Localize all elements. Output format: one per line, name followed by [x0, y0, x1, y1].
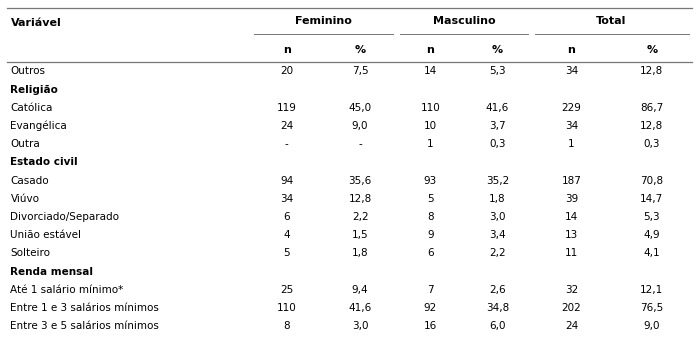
- Text: Entre 1 e 3 salários mínimos: Entre 1 e 3 salários mínimos: [10, 303, 159, 313]
- Text: 5: 5: [284, 248, 290, 258]
- Text: Solteiro: Solteiro: [10, 248, 50, 258]
- Text: 93: 93: [424, 176, 437, 186]
- Text: 7,5: 7,5: [352, 66, 368, 76]
- Text: 34: 34: [565, 121, 578, 131]
- Text: Divorciado/Separado: Divorciado/Separado: [10, 212, 120, 222]
- Text: 9,0: 9,0: [644, 321, 660, 331]
- Text: Renda mensal: Renda mensal: [10, 267, 94, 277]
- Text: 3,4: 3,4: [489, 230, 506, 240]
- Text: 2,2: 2,2: [352, 212, 368, 222]
- Text: 110: 110: [421, 103, 440, 113]
- Text: 5,3: 5,3: [644, 212, 661, 222]
- Text: 9: 9: [427, 230, 433, 240]
- Text: Total: Total: [596, 16, 627, 26]
- Text: n: n: [568, 45, 575, 55]
- Text: 229: 229: [561, 103, 582, 113]
- Text: 34,8: 34,8: [486, 303, 509, 313]
- Text: 11: 11: [565, 248, 578, 258]
- Text: Católica: Católica: [10, 103, 53, 113]
- Text: 92: 92: [424, 303, 437, 313]
- Text: 14: 14: [424, 66, 437, 76]
- Text: 3,7: 3,7: [489, 121, 506, 131]
- Text: 6: 6: [284, 212, 290, 222]
- Text: 70,8: 70,8: [640, 176, 663, 186]
- Text: %: %: [492, 45, 503, 55]
- Text: 35,2: 35,2: [486, 176, 509, 186]
- Text: 3,0: 3,0: [489, 212, 505, 222]
- Text: 1: 1: [427, 139, 433, 149]
- Text: 4,9: 4,9: [644, 230, 661, 240]
- Text: 34: 34: [565, 66, 578, 76]
- Text: Outra: Outra: [10, 139, 41, 149]
- Text: 25: 25: [280, 285, 294, 295]
- Text: Casado: Casado: [10, 176, 49, 186]
- Text: 7: 7: [427, 285, 433, 295]
- Text: 3,0: 3,0: [352, 321, 368, 331]
- Text: 41,6: 41,6: [349, 303, 372, 313]
- Text: 1,8: 1,8: [489, 194, 506, 204]
- Text: 10: 10: [424, 121, 437, 131]
- Text: 16: 16: [424, 321, 437, 331]
- Text: 34: 34: [280, 194, 294, 204]
- Text: 8: 8: [284, 321, 290, 331]
- Text: 0,3: 0,3: [489, 139, 505, 149]
- Text: 1: 1: [568, 139, 575, 149]
- Text: União estável: União estável: [10, 230, 82, 240]
- Text: 0,3: 0,3: [644, 139, 660, 149]
- Text: 5,3: 5,3: [489, 66, 506, 76]
- Text: 187: 187: [561, 176, 582, 186]
- Text: -: -: [359, 139, 362, 149]
- Text: n: n: [426, 45, 434, 55]
- Text: 41,6: 41,6: [486, 103, 509, 113]
- Text: 6: 6: [427, 248, 433, 258]
- Text: 76,5: 76,5: [640, 303, 663, 313]
- Text: 8: 8: [427, 212, 433, 222]
- Text: 20: 20: [280, 66, 294, 76]
- Text: 35,6: 35,6: [349, 176, 372, 186]
- Text: 13: 13: [565, 230, 578, 240]
- Text: Até 1 salário mínimo*: Até 1 salário mínimo*: [10, 285, 124, 295]
- Text: 12,1: 12,1: [640, 285, 663, 295]
- Text: Outros: Outros: [10, 66, 45, 76]
- Text: 12,8: 12,8: [640, 66, 663, 76]
- Text: %: %: [354, 45, 366, 55]
- Text: n: n: [283, 45, 291, 55]
- Text: 6,0: 6,0: [489, 321, 505, 331]
- Text: 119: 119: [277, 103, 297, 113]
- Text: 12,8: 12,8: [349, 194, 372, 204]
- Text: 4,1: 4,1: [644, 248, 661, 258]
- Text: 110: 110: [277, 303, 296, 313]
- Text: Evangélica: Evangélica: [10, 121, 67, 131]
- Text: 9,0: 9,0: [352, 121, 368, 131]
- Text: Variável: Variável: [10, 18, 62, 28]
- Text: Entre 3 e 5 salários mínimos: Entre 3 e 5 salários mínimos: [10, 321, 159, 331]
- Text: 32: 32: [565, 285, 578, 295]
- Text: 39: 39: [565, 194, 578, 204]
- Text: 14,7: 14,7: [640, 194, 663, 204]
- Text: Masculino: Masculino: [433, 16, 495, 26]
- Text: Estado civil: Estado civil: [10, 157, 78, 167]
- Text: 86,7: 86,7: [640, 103, 663, 113]
- Text: 1,8: 1,8: [352, 248, 368, 258]
- Text: Viúvo: Viúvo: [10, 194, 39, 204]
- Text: 202: 202: [561, 303, 582, 313]
- Text: -: -: [285, 139, 289, 149]
- Text: 12,8: 12,8: [640, 121, 663, 131]
- Text: Religião: Religião: [10, 85, 58, 95]
- Text: %: %: [647, 45, 658, 55]
- Text: 5: 5: [427, 194, 433, 204]
- Text: 2,6: 2,6: [489, 285, 506, 295]
- Text: 4: 4: [284, 230, 290, 240]
- Text: 9,4: 9,4: [352, 285, 368, 295]
- Text: 24: 24: [565, 321, 578, 331]
- Text: 94: 94: [280, 176, 294, 186]
- Text: 45,0: 45,0: [349, 103, 372, 113]
- Text: 14: 14: [565, 212, 578, 222]
- Text: 24: 24: [280, 121, 294, 131]
- Text: 2,2: 2,2: [489, 248, 506, 258]
- Text: 1,5: 1,5: [352, 230, 368, 240]
- Text: Feminino: Feminino: [295, 16, 352, 26]
